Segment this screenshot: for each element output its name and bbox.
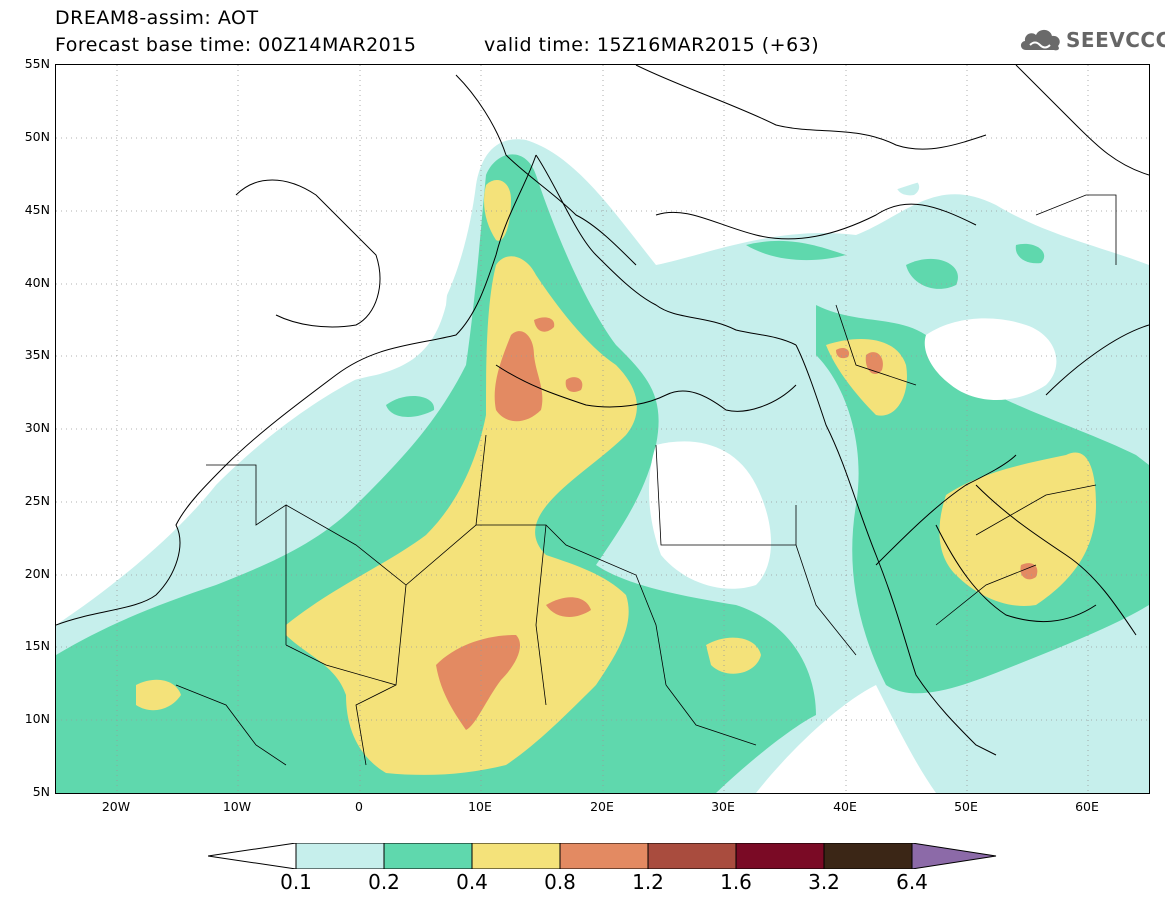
colorbar-segment-0.2 bbox=[383, 843, 473, 869]
lat-label-15n: 15N bbox=[24, 638, 50, 653]
lon-label-60e: 60E bbox=[1075, 799, 1099, 814]
forecast-base-time: Forecast base time: 00Z14MAR2015 bbox=[55, 34, 417, 56]
colorbar-segment-3.2 bbox=[823, 843, 913, 869]
lon-label-40e: 40E bbox=[833, 799, 857, 814]
colorbar-segment-0.4 bbox=[471, 843, 561, 869]
seevccc-logo: SEEVCCC bbox=[1018, 24, 1165, 54]
lon-label-30e: 30E bbox=[711, 799, 735, 814]
colorbar-label-1.2: 1.2 bbox=[632, 870, 664, 894]
lat-label-20n: 20N bbox=[24, 566, 50, 581]
graticule bbox=[56, 65, 1149, 793]
lon-label-0: 0 bbox=[355, 799, 363, 814]
cloud-icon bbox=[1020, 29, 1060, 51]
lat-label-45n: 45N bbox=[24, 202, 50, 217]
map-title: DREAM8-assim: AOT bbox=[55, 7, 259, 29]
colorbar-label-0.4: 0.4 bbox=[456, 870, 488, 894]
lon-label-50e: 50E bbox=[954, 799, 978, 814]
country-borders bbox=[175, 194, 1117, 766]
aot-band-0.4 bbox=[136, 180, 1096, 775]
lat-label-30n: 30N bbox=[24, 420, 50, 435]
lat-label-5n: 5N bbox=[32, 784, 50, 799]
aot-map bbox=[55, 64, 1150, 794]
colorbar-label-3.2: 3.2 bbox=[808, 870, 840, 894]
lat-label-40n: 40N bbox=[24, 275, 50, 290]
aot-band-0.8 bbox=[436, 317, 1038, 730]
aot-clear-pockets bbox=[56, 65, 1149, 589]
colorbar-label-0.8: 0.8 bbox=[544, 870, 576, 894]
colorbar-label-0.2: 0.2 bbox=[368, 870, 400, 894]
logo-text: SEEVCCC bbox=[1066, 28, 1165, 52]
lat-label-10n: 10N bbox=[24, 711, 50, 726]
coastlines bbox=[56, 65, 1149, 756]
colorbar-segment-0.1 bbox=[295, 843, 385, 869]
lon-label-10w: 10W bbox=[222, 799, 252, 814]
colorbar-segment-above bbox=[911, 843, 997, 869]
colorbar-segment-1.2 bbox=[647, 843, 737, 869]
colorbar-segment-0.8 bbox=[559, 843, 649, 869]
lon-label-10e: 10E bbox=[468, 799, 492, 814]
aot-field bbox=[56, 65, 1149, 793]
lon-label-20w: 20W bbox=[101, 799, 131, 814]
lat-label-55n: 55N bbox=[24, 56, 50, 71]
colorbar-segment-1.6 bbox=[735, 843, 825, 869]
lat-label-25n: 25N bbox=[24, 493, 50, 508]
colorbar-label-6.4: 6.4 bbox=[896, 870, 928, 894]
colorbar-segment-below bbox=[208, 843, 297, 869]
valid-time: valid time: 15Z16MAR2015 (+63) bbox=[484, 34, 820, 56]
colorbar-label-1.6: 1.6 bbox=[720, 870, 752, 894]
colorbar-label-0.1: 0.1 bbox=[280, 870, 312, 894]
lon-label-20e: 20E bbox=[590, 799, 614, 814]
lat-label-50n: 50N bbox=[24, 129, 50, 144]
lat-label-35n: 35N bbox=[24, 347, 50, 362]
colorbar bbox=[208, 843, 997, 869]
